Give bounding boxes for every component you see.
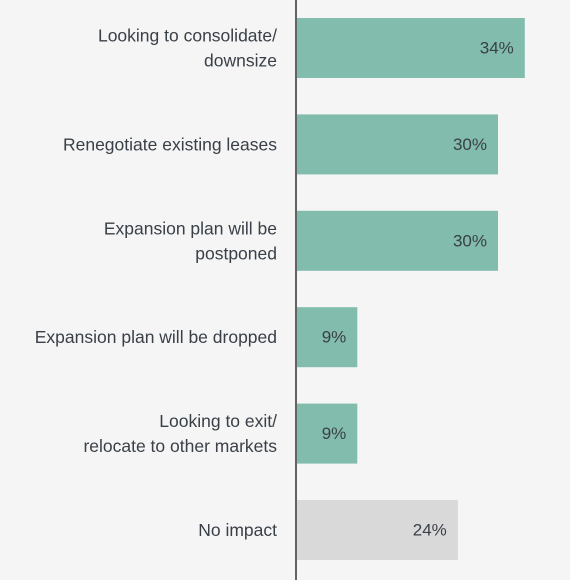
data-label: 24% [413, 521, 447, 540]
category-label: Expansion plan will be [104, 218, 277, 238]
bar [297, 114, 498, 175]
bar [297, 210, 498, 271]
data-label: 30% [453, 135, 487, 154]
data-label: 34% [480, 39, 514, 58]
data-label: 30% [453, 231, 487, 250]
category-label: No impact [198, 520, 277, 540]
category-label: Looking to consolidate/ [98, 26, 277, 46]
data-label: 9% [322, 424, 347, 443]
bar [297, 18, 525, 78]
category-label: Renegotiate existing leases [63, 134, 277, 154]
data-label: 9% [322, 328, 347, 347]
bars [297, 18, 525, 560]
category-labels: Looking to consolidate/downsize Renegotia… [35, 26, 277, 541]
category-label: downsize [204, 51, 277, 71]
bar [297, 500, 458, 560]
category-label: relocate to other markets [83, 436, 277, 456]
category-label: Expansion plan will be dropped [35, 327, 277, 347]
category-label: postponed [195, 243, 277, 263]
bar [297, 307, 358, 368]
bar [297, 403, 358, 464]
value-labels: 34% 30% 30% 9% 9% 24% [322, 39, 514, 540]
category-label: Looking to exit/ [159, 411, 277, 431]
